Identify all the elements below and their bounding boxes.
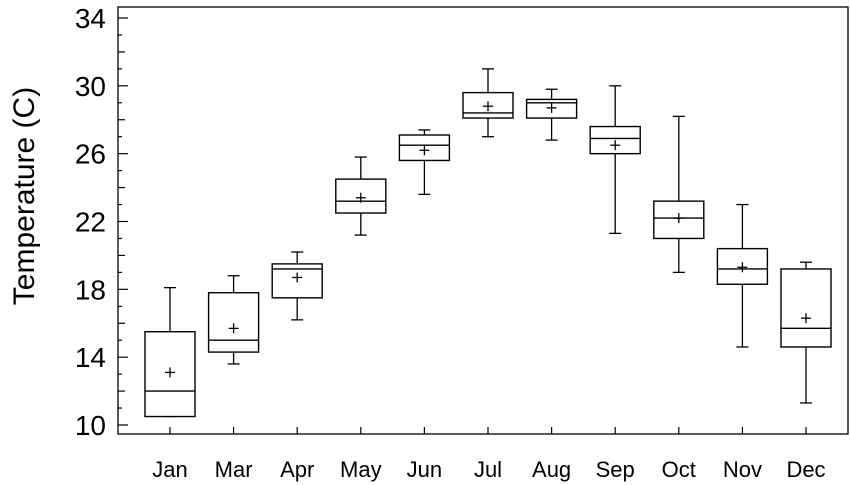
iqr-box	[780, 268, 832, 348]
box-jul	[462, 68, 514, 138]
x-tick-label: Jun	[407, 457, 442, 482]
x-tick-label: May	[340, 457, 382, 482]
box-may	[335, 156, 387, 236]
box-sep	[589, 85, 641, 235]
boxes-layer	[144, 68, 832, 418]
x-tick-label: Dec	[786, 457, 825, 482]
box-mar	[207, 275, 260, 365]
x-tick-label: Jul	[474, 457, 502, 482]
box-oct	[653, 115, 705, 274]
x-axis: Jan Mar Apr May Jun Jul Aug Sep Oct Nov Dec	[152, 427, 826, 482]
y-tick-label: 22	[75, 207, 106, 238]
x-tick-label: Jan	[152, 457, 187, 482]
x-tick-label: Oct	[662, 457, 696, 482]
x-tick-label: Sep	[596, 457, 635, 482]
y-tick-label: 30	[75, 71, 106, 102]
y-axis: 10 14 18 22 26 30 34	[75, 3, 128, 441]
y-tick-label: 18	[75, 274, 106, 305]
y-tick-label: 26	[75, 139, 106, 170]
box-aug	[525, 88, 578, 141]
plot-frame	[117, 6, 849, 435]
x-tick-label: Nov	[723, 457, 762, 482]
iqr-box	[207, 292, 260, 353]
box-dec	[780, 261, 832, 404]
box-nov	[716, 203, 769, 348]
y-axis-label: Temperature (C)	[8, 87, 41, 305]
box-apr	[271, 251, 323, 321]
y-tick-label: 14	[75, 342, 106, 373]
box-jan	[144, 286, 196, 418]
x-tick-label: Apr	[280, 457, 314, 482]
y-tick-label: 10	[75, 410, 106, 441]
x-tick-label: Mar	[215, 457, 253, 482]
y-tick-label: 34	[75, 3, 106, 34]
x-tick-label: Aug	[532, 457, 571, 482]
box-jun	[398, 129, 451, 196]
